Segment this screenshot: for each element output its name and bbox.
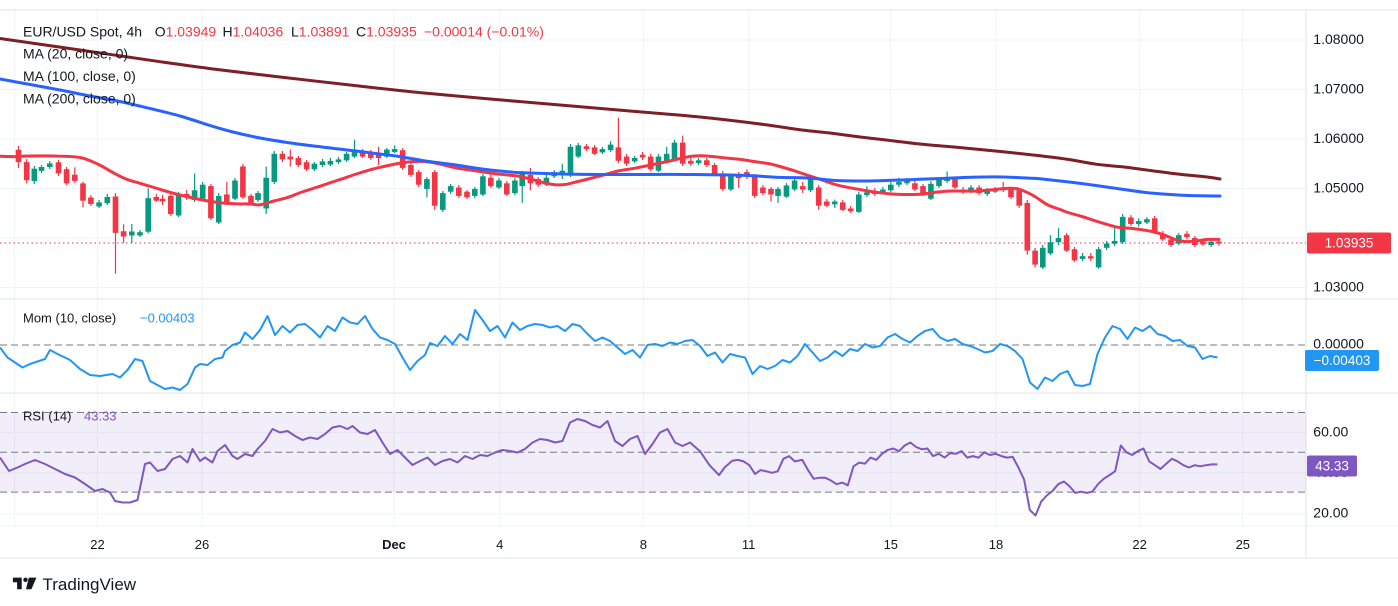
svg-text:25: 25 (1236, 537, 1250, 552)
svg-text:8: 8 (640, 537, 647, 552)
svg-text:26: 26 (195, 537, 209, 552)
svg-text:22: 22 (1132, 537, 1146, 552)
svg-text:1.08000: 1.08000 (1313, 31, 1364, 47)
svg-text:60.00: 60.00 (1313, 423, 1348, 439)
svg-text:−0.00403: −0.00403 (140, 311, 195, 326)
svg-text:−0.00014 (−0.01%): −0.00014 (−0.01%) (424, 24, 544, 40)
svg-text:MA (20, close, 0): MA (20, close, 0) (23, 46, 128, 62)
svg-text:MA (200, close, 0): MA (200, close, 0) (23, 91, 136, 107)
svg-text:Mom (10, close): Mom (10, close) (23, 311, 116, 326)
svg-text:1.03000: 1.03000 (1313, 279, 1364, 295)
svg-text:11: 11 (742, 537, 756, 552)
svg-text:EUR/USD Spot, 4h: EUR/USD Spot, 4h (23, 24, 142, 40)
svg-text:1.06000: 1.06000 (1313, 130, 1364, 146)
svg-text:1.05000: 1.05000 (1313, 180, 1364, 196)
svg-text:43.33: 43.33 (84, 409, 117, 424)
svg-text:−0.00403: −0.00403 (1314, 353, 1371, 368)
svg-text:Dec: Dec (382, 537, 406, 552)
svg-text:1.03935: 1.03935 (1325, 236, 1374, 251)
svg-text:15: 15 (884, 537, 898, 552)
svg-text:TradingView: TradingView (43, 575, 137, 594)
svg-text:1.07000: 1.07000 (1313, 81, 1364, 97)
svg-text:43.33: 43.33 (1315, 459, 1349, 474)
svg-text:22: 22 (90, 537, 104, 552)
svg-text:4: 4 (496, 537, 503, 552)
svg-text:0.00000: 0.00000 (1313, 336, 1364, 352)
svg-text:18: 18 (989, 537, 1003, 552)
svg-text:O1.03949: O1.03949 (155, 24, 217, 40)
svg-text:C1.03935: C1.03935 (356, 24, 417, 40)
svg-text:20.00: 20.00 (1313, 505, 1348, 521)
svg-text:H1.04036: H1.04036 (223, 24, 284, 40)
svg-text:MA (100, close, 0): MA (100, close, 0) (23, 68, 136, 84)
svg-text:RSI (14): RSI (14) (23, 409, 71, 424)
svg-text:L1.03891: L1.03891 (291, 24, 350, 40)
